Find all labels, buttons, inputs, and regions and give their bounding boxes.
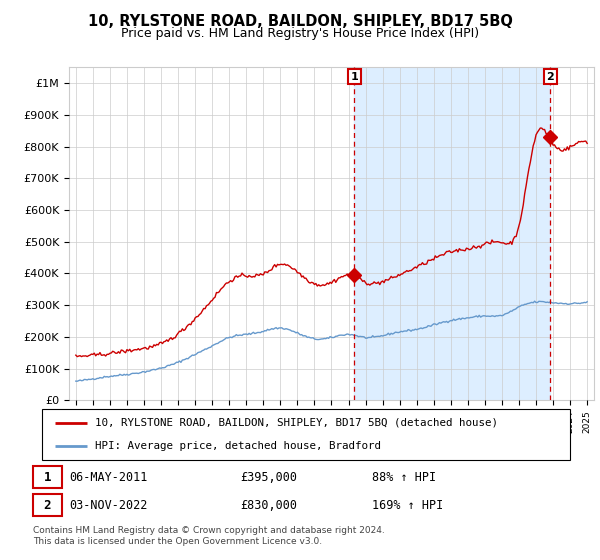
Text: 169% ↑ HPI: 169% ↑ HPI — [372, 498, 443, 512]
FancyBboxPatch shape — [33, 466, 62, 488]
Text: £830,000: £830,000 — [240, 498, 297, 512]
FancyBboxPatch shape — [42, 409, 570, 460]
Text: 2: 2 — [547, 72, 554, 82]
FancyBboxPatch shape — [33, 494, 62, 516]
Text: 03-NOV-2022: 03-NOV-2022 — [69, 498, 148, 512]
Text: Contains HM Land Registry data © Crown copyright and database right 2024.
This d: Contains HM Land Registry data © Crown c… — [33, 526, 385, 546]
Text: 1: 1 — [350, 72, 358, 82]
Text: 88% ↑ HPI: 88% ↑ HPI — [372, 470, 436, 484]
Bar — [355, 67, 550, 400]
Text: 10, RYLSTONE ROAD, BAILDON, SHIPLEY, BD17 5BQ (detached house): 10, RYLSTONE ROAD, BAILDON, SHIPLEY, BD1… — [95, 418, 498, 428]
Text: 06-MAY-2011: 06-MAY-2011 — [69, 470, 148, 484]
Text: HPI: Average price, detached house, Bradford: HPI: Average price, detached house, Brad… — [95, 441, 381, 451]
Text: 2: 2 — [44, 498, 51, 512]
Text: 10, RYLSTONE ROAD, BAILDON, SHIPLEY, BD17 5BQ: 10, RYLSTONE ROAD, BAILDON, SHIPLEY, BD1… — [88, 14, 512, 29]
Text: £395,000: £395,000 — [240, 470, 297, 484]
Text: 1: 1 — [44, 470, 51, 484]
Text: Price paid vs. HM Land Registry's House Price Index (HPI): Price paid vs. HM Land Registry's House … — [121, 27, 479, 40]
